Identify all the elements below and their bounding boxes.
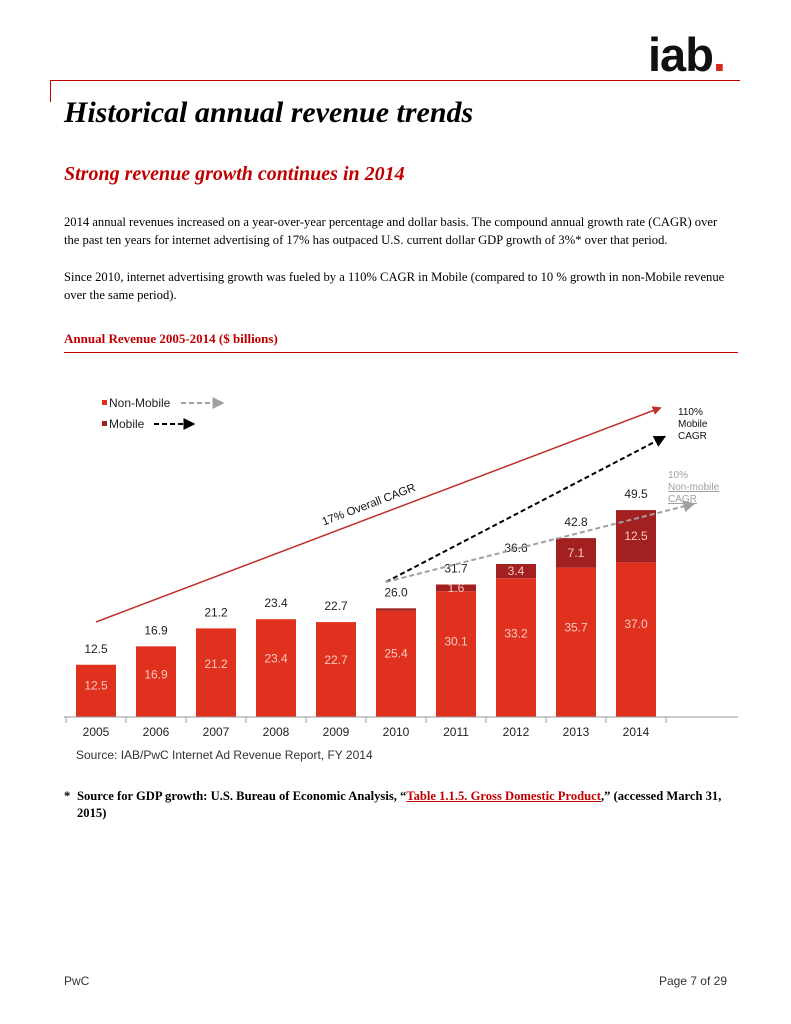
- nonmobile-cagr-arrow: [385, 500, 696, 583]
- legend-label-non-mobile: Non-Mobile: [109, 396, 171, 410]
- bar-non-mobile-2005: [76, 664, 116, 717]
- revenue-chart: 2005 2006 2007 2008 2009 2010 2011 2012 2013 2014…: [64, 396, 738, 762]
- label-total-2012: 36.6: [504, 541, 528, 555]
- header-rule: [50, 80, 740, 81]
- x-tick-2008: 2008: [263, 725, 290, 739]
- bar-non-mobile-2014: [616, 562, 656, 717]
- legend-swatch-mobile: [102, 421, 107, 426]
- bar-non-mobile-2009: [316, 622, 356, 717]
- label-total-2009: 22.7: [324, 599, 348, 613]
- x-tick-2011: 2011: [443, 725, 469, 739]
- label-total-2013: 42.8: [564, 515, 588, 529]
- bar-mobile-2011: [436, 584, 476, 592]
- mobile-cagr-arrow: [385, 435, 667, 583]
- label-total-2006: 16.9: [144, 623, 168, 637]
- chart-source: Source: IAB/PwC Internet Ad Revenue Repo…: [76, 748, 373, 762]
- bar-non-mobile-2006: [136, 646, 176, 717]
- label-non-mobile-2006: 16.9: [144, 668, 168, 682]
- label-mobile-2013: 7.1: [568, 546, 585, 560]
- label-total-2008: 23.4: [264, 596, 288, 610]
- bars-layer: [76, 510, 656, 717]
- label-non-mobile-2014: 37.0: [624, 617, 648, 631]
- label-mobile-2011: 1.6: [448, 581, 465, 595]
- mobile-cagr-label-3: CAGR: [678, 431, 707, 442]
- bar-non-mobile-2007: [196, 628, 236, 717]
- x-tick-2009: 2009: [323, 725, 350, 739]
- x-tick-2014: 2014: [623, 725, 650, 739]
- iab-logo: iab.: [648, 28, 726, 81]
- legend-swatch-non-mobile: [102, 400, 107, 405]
- x-tick-2005: 2005: [83, 725, 110, 739]
- bar-mobile-2013: [556, 538, 596, 568]
- x-tick-2007: 2007: [203, 725, 230, 739]
- label-non-mobile-2005: 12.5: [84, 679, 108, 693]
- bar-non-mobile-2010: [376, 610, 416, 717]
- label-non-mobile-2013: 35.7: [564, 620, 588, 634]
- label-total-2010: 26.0: [384, 585, 408, 599]
- mobile-cagr-label-2: Mobile: [678, 419, 708, 430]
- bar-non-mobile-2008: [256, 619, 296, 717]
- bar-non-mobile-2013: [556, 567, 596, 717]
- footnote-prefix: Source for GDP growth: U.S. Bureau of Ec…: [77, 789, 407, 803]
- label-non-mobile-2010: 25.4: [384, 646, 408, 660]
- label-non-mobile-2007: 21.2: [204, 657, 228, 671]
- page-title: Historical annual revenue trends: [64, 96, 474, 129]
- chart-title: Annual Revenue 2005-2014 ($ billions): [64, 331, 278, 346]
- label-total-2007: 21.2: [204, 605, 228, 619]
- bar-mobile-2010: [376, 608, 416, 611]
- bar-non-mobile-2011: [436, 591, 476, 717]
- footer-page-number: Page 7 of 29: [658, 974, 727, 988]
- bar-mobile-2012: [496, 564, 536, 579]
- section-title: Strong revenue growth continues in 2014: [64, 163, 405, 185]
- gdp-table-link[interactable]: Table 1.1.5. Gross Domestic Product: [406, 789, 601, 803]
- footer-left: PwC: [64, 974, 90, 988]
- bar-non-mobile-2012: [496, 578, 536, 717]
- label-non-mobile-2009: 22.7: [324, 653, 348, 667]
- overall-cagr-arrow: [95, 406, 662, 623]
- label-non-mobile-2011: 30.1: [444, 635, 468, 649]
- header-rule-vertical: [50, 80, 51, 102]
- intro-paragraph: 2014 annual revenues increased on a year…: [64, 215, 718, 247]
- x-tick-2012: 2012: [503, 725, 530, 739]
- mobile-cagr-label-1: 110%: [678, 407, 703, 418]
- mobile-paragraph: Since 2010, internet advertising growth …: [64, 270, 725, 302]
- footnote-body: Source for GDP growth: U.S. Bureau of Ec…: [77, 788, 727, 822]
- x-tick-2010: 2010: [383, 725, 410, 739]
- x-tick-2013: 2013: [563, 725, 590, 739]
- x-ticks-layer: 2005 2006 2007 2008 2009 2010 2011 2012 2013 2014: [65, 717, 667, 739]
- label-mobile-2012: 3.4: [508, 564, 525, 578]
- nonmobile-cagr-label-2: Non-mobile: [668, 482, 720, 493]
- nonmobile-cagr-label-1: 10%: [668, 470, 688, 481]
- legend-label-mobile: Mobile: [109, 417, 145, 431]
- label-non-mobile-2008: 23.4: [264, 651, 288, 665]
- nonmobile-cagr-label-3: CAGR: [668, 494, 697, 505]
- label-non-mobile-2012: 33.2: [504, 627, 528, 641]
- chart-title-rule: [64, 352, 738, 353]
- x-tick-2006: 2006: [143, 725, 170, 739]
- label-total-2014: 49.5: [624, 487, 648, 501]
- footnote-suffix: ,” (accessed March 31, 2015): [77, 789, 722, 820]
- label-total-2005: 12.5: [84, 642, 108, 656]
- footnote-marker: *: [64, 789, 71, 803]
- label-mobile-2014: 12.5: [624, 529, 648, 543]
